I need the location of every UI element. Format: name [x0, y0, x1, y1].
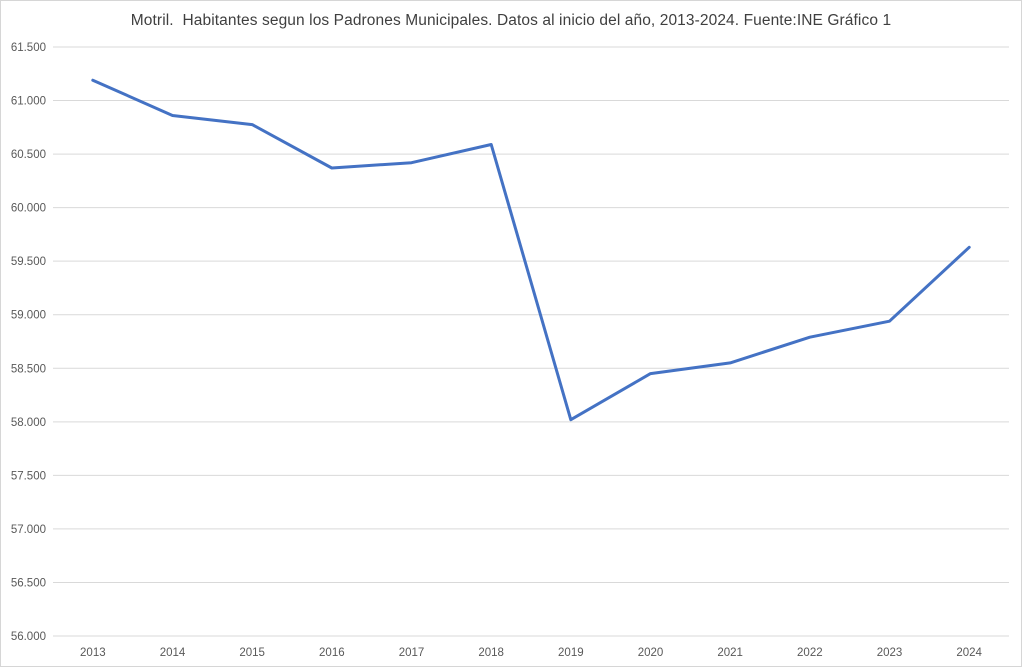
y-axis-tick-label: 59.500 — [11, 256, 46, 268]
y-axis-tick-label: 56.000 — [11, 631, 46, 643]
y-axis-tick-label: 59.000 — [11, 310, 46, 322]
x-axis-labels-group: 2013 2014 2015 2016 2017 2018 2019 2020 2021 2022… — [80, 647, 983, 659]
x-axis-tick-label: 2022 — [797, 647, 823, 659]
y-axis-tick-label: 57.500 — [11, 470, 46, 482]
x-axis-tick-label: 2021 — [717, 647, 743, 659]
x-axis-tick-label: 2018 — [478, 647, 504, 659]
x-axis-tick-label: 2023 — [877, 647, 903, 659]
y-axis-labels-group: 56.000 56.500 57.000 57.500 58.000 58.500 59.0… — [11, 42, 46, 643]
x-axis-tick-label: 2016 — [319, 647, 345, 659]
y-axis-tick-label: 58.000 — [11, 417, 46, 429]
x-axis-tick-label: 2015 — [239, 647, 265, 659]
y-axis-tick-label: 56.500 — [11, 577, 46, 589]
x-axis-tick-label: 2020 — [638, 647, 664, 659]
gridlines-group — [53, 46, 1009, 637]
x-axis-tick-label: 2024 — [956, 647, 982, 659]
y-axis-tick-label: 60.500 — [11, 149, 46, 161]
x-axis-tick-label: 2013 — [80, 647, 106, 659]
series-group — [91, 78, 971, 422]
y-axis-tick-label: 57.000 — [11, 524, 46, 536]
x-axis-tick-label: 2019 — [558, 647, 584, 659]
data-line-habitantes — [91, 78, 971, 422]
y-axis-tick-label: 60.000 — [11, 203, 46, 215]
y-axis-tick-label: 61.000 — [11, 96, 46, 108]
chart-title: Motril. Habitantes segun los Padrones Mu… — [130, 12, 892, 29]
x-axis-tick-label: 2014 — [160, 647, 186, 659]
x-axis-tick-label: 2017 — [399, 647, 425, 659]
y-axis-tick-label: 58.500 — [11, 363, 46, 375]
y-axis-tick-label: 61.500 — [11, 42, 46, 54]
